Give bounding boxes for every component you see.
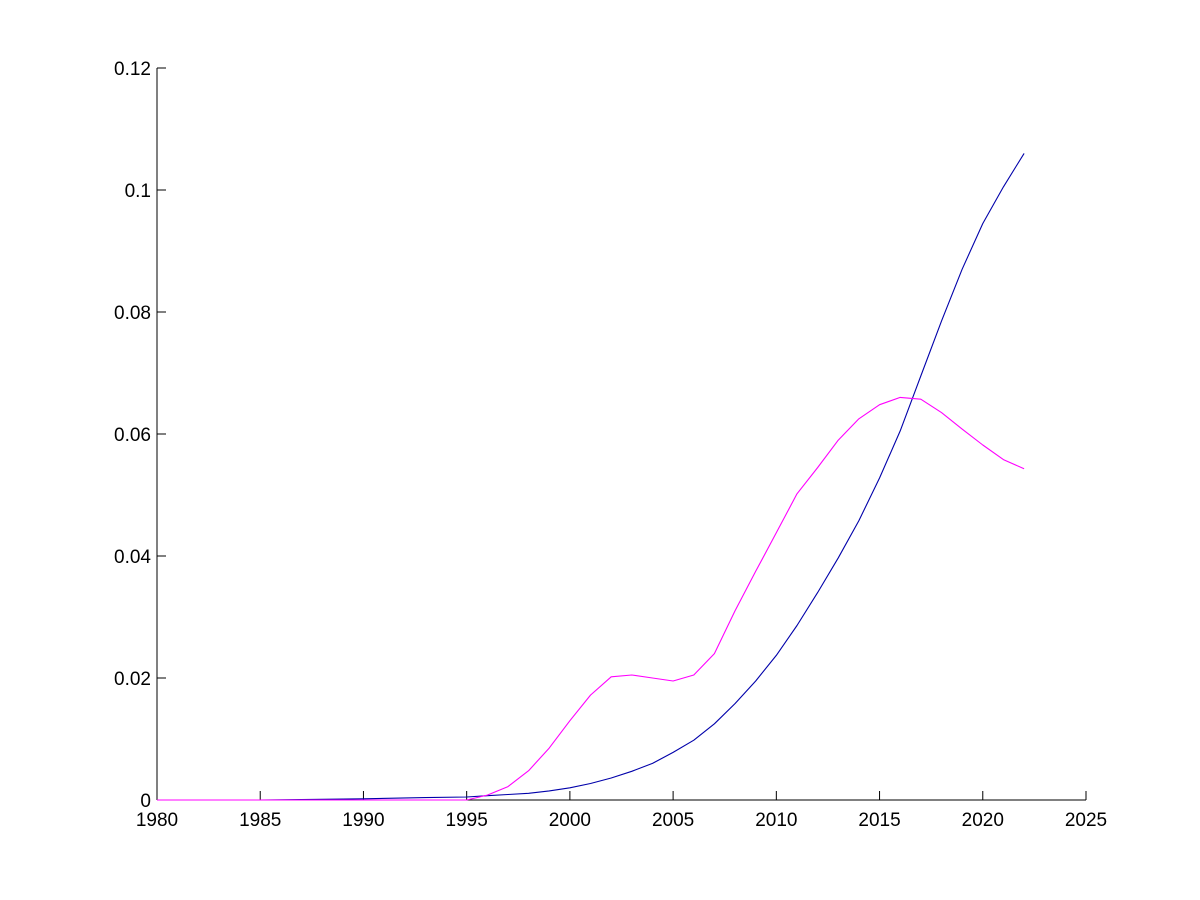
x-tick-label: 2010 bbox=[755, 810, 797, 831]
series-group bbox=[157, 153, 1025, 801]
x-tick-label: 2000 bbox=[549, 810, 591, 831]
y-tick-label: 0 bbox=[140, 791, 151, 812]
x-tick-label: 2025 bbox=[1065, 810, 1107, 831]
axes: 1980 1985 1990 1995 2000 2005 2010 2015 2020 2025… bbox=[114, 59, 1107, 831]
y-tick-label: 0.06 bbox=[114, 425, 151, 446]
x-tick-label: 2005 bbox=[652, 810, 694, 831]
y-tick-label: 0.04 bbox=[114, 547, 151, 568]
x-tick-label: 1995 bbox=[446, 810, 488, 831]
y-tick-label: 0.1 bbox=[125, 181, 151, 202]
y-tick-label: 0.02 bbox=[114, 669, 151, 690]
y-tick-label: 0.08 bbox=[114, 303, 151, 324]
series-line-1 bbox=[157, 153, 1025, 801]
x-tick-label: 2015 bbox=[858, 810, 900, 831]
series-line-2 bbox=[157, 396, 1025, 801]
x-tick-label: 1980 bbox=[136, 810, 178, 831]
y-tick-label: 0.12 bbox=[114, 59, 151, 80]
x-tick-label: 1990 bbox=[342, 810, 384, 831]
x-tick-label: 1985 bbox=[239, 810, 281, 831]
x-tick-label: 2020 bbox=[962, 810, 1004, 831]
